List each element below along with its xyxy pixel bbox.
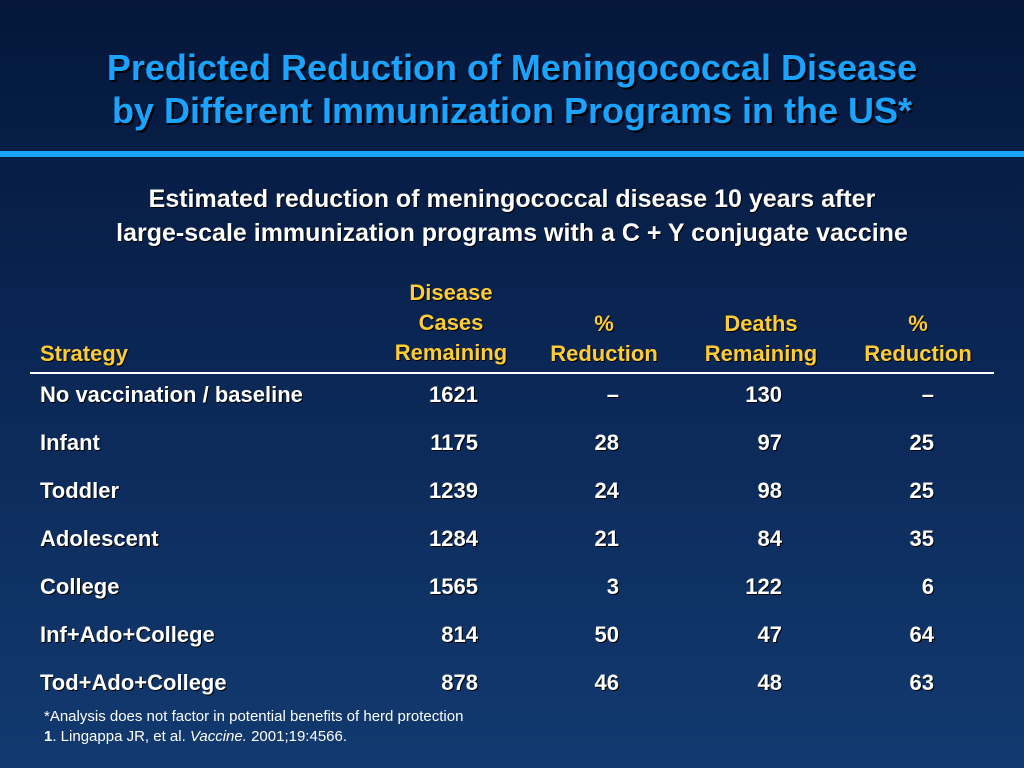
title-line-1: Predicted Reduction of Meningococcal Dis… bbox=[106, 47, 918, 88]
header-pct-line: Reduction bbox=[864, 341, 972, 366]
cell-cases: 1565 bbox=[429, 574, 478, 599]
cell-pct-cases: 50 bbox=[594, 622, 619, 647]
cell-pct-cases: 24 bbox=[594, 478, 619, 503]
table-row: Toddler 1239 24 98 25 bbox=[0, 476, 1024, 506]
cell-deaths: 84 bbox=[757, 526, 782, 551]
reference-number: 1 bbox=[44, 728, 53, 745]
cell-strategy: No vaccination / baseline bbox=[40, 382, 303, 407]
reference-citation: 2001;19:4566. bbox=[246, 728, 348, 745]
header-pct-reduction-cases: % Reduction bbox=[534, 309, 674, 369]
cell-pct-deaths: 25 bbox=[909, 430, 934, 455]
cell-pct-deaths: – bbox=[921, 382, 934, 407]
cell-strategy: Toddler bbox=[40, 478, 120, 503]
slide-title: Predicted Reduction of Meningococcal Dis… bbox=[0, 46, 1024, 132]
header-strategy: Strategy bbox=[40, 341, 129, 366]
cell-deaths: 48 bbox=[757, 670, 782, 695]
header-pct-reduction-deaths: % Reduction bbox=[848, 309, 988, 369]
cell-strategy: Tod+Ado+College bbox=[40, 670, 227, 695]
header-disease-cases: Disease Cases Remaining bbox=[376, 278, 526, 368]
cell-pct-deaths: 63 bbox=[909, 670, 934, 695]
cell-pct-cases: 28 bbox=[594, 430, 619, 455]
table-row: Infant 1175 28 97 25 bbox=[0, 428, 1024, 458]
cell-cases: 814 bbox=[441, 622, 478, 647]
header-disease-cases-line: Cases bbox=[418, 310, 484, 335]
cell-cases: 1175 bbox=[430, 430, 478, 455]
reference-authors: . Lingappa JR, et al. bbox=[52, 728, 190, 745]
cell-deaths: 47 bbox=[757, 622, 782, 647]
footnote-herd-protection: *Analysis does not factor in potential b… bbox=[44, 708, 464, 725]
cell-pct-deaths: 25 bbox=[909, 478, 934, 503]
cell-strategy: College bbox=[40, 574, 120, 599]
header-deaths-line: Remaining bbox=[704, 341, 818, 366]
footnote-reference: 1. Lingappa JR, et al. Vaccine. 2001;19:… bbox=[44, 727, 347, 746]
header-deaths-line: Deaths bbox=[724, 311, 798, 336]
header-disease-cases-line: Disease bbox=[409, 280, 493, 305]
header-pct-line: % bbox=[908, 311, 928, 336]
cell-cases: 1621 bbox=[429, 382, 478, 407]
cell-cases: 1239 bbox=[429, 478, 478, 503]
reference-journal: Vaccine. bbox=[189, 728, 247, 745]
cell-pct-cases: 3 bbox=[606, 574, 619, 599]
cell-pct-cases: 21 bbox=[594, 526, 619, 551]
cell-pct-cases: 46 bbox=[594, 670, 619, 695]
title-line-2: by Different Immunization Programs in th… bbox=[111, 90, 913, 131]
cell-cases: 1284 bbox=[429, 526, 478, 551]
table-row: Inf+Ado+College 814 50 47 64 bbox=[0, 620, 1024, 650]
cell-strategy: Adolescent bbox=[40, 526, 159, 551]
cell-deaths: 97 bbox=[757, 430, 782, 455]
slide-subtitle: Estimated reduction of meningococcal dis… bbox=[0, 182, 1024, 250]
cell-pct-deaths: 6 bbox=[921, 574, 934, 599]
table-row: No vaccination / baseline 1621 – 130 – bbox=[0, 380, 1024, 410]
table-row: College 1565 3 122 6 bbox=[0, 572, 1024, 602]
subtitle-line-2: large-scale immunization programs with a… bbox=[116, 219, 908, 247]
cell-pct-deaths: 64 bbox=[909, 622, 934, 647]
cell-pct-deaths: 35 bbox=[909, 526, 934, 551]
header-pct-line: Reduction bbox=[550, 341, 658, 366]
header-pct-line: % bbox=[594, 311, 614, 336]
cell-strategy: Infant bbox=[40, 430, 100, 455]
cell-pct-cases: – bbox=[606, 382, 619, 407]
table-row: Adolescent 1284 21 84 35 bbox=[0, 524, 1024, 554]
cell-cases: 878 bbox=[441, 670, 478, 695]
cell-deaths: 122 bbox=[745, 574, 782, 599]
table-header-rule bbox=[30, 372, 994, 374]
cell-strategy: Inf+Ado+College bbox=[40, 622, 215, 647]
cell-deaths: 130 bbox=[745, 382, 782, 407]
table-row: Tod+Ado+College 878 46 48 63 bbox=[0, 668, 1024, 698]
header-disease-cases-line: Remaining bbox=[394, 340, 508, 365]
header-deaths-remaining: Deaths Remaining bbox=[686, 309, 836, 369]
cell-deaths: 98 bbox=[757, 478, 782, 503]
subtitle-line-1: Estimated reduction of meningococcal dis… bbox=[148, 185, 876, 213]
title-divider bbox=[0, 151, 1024, 157]
